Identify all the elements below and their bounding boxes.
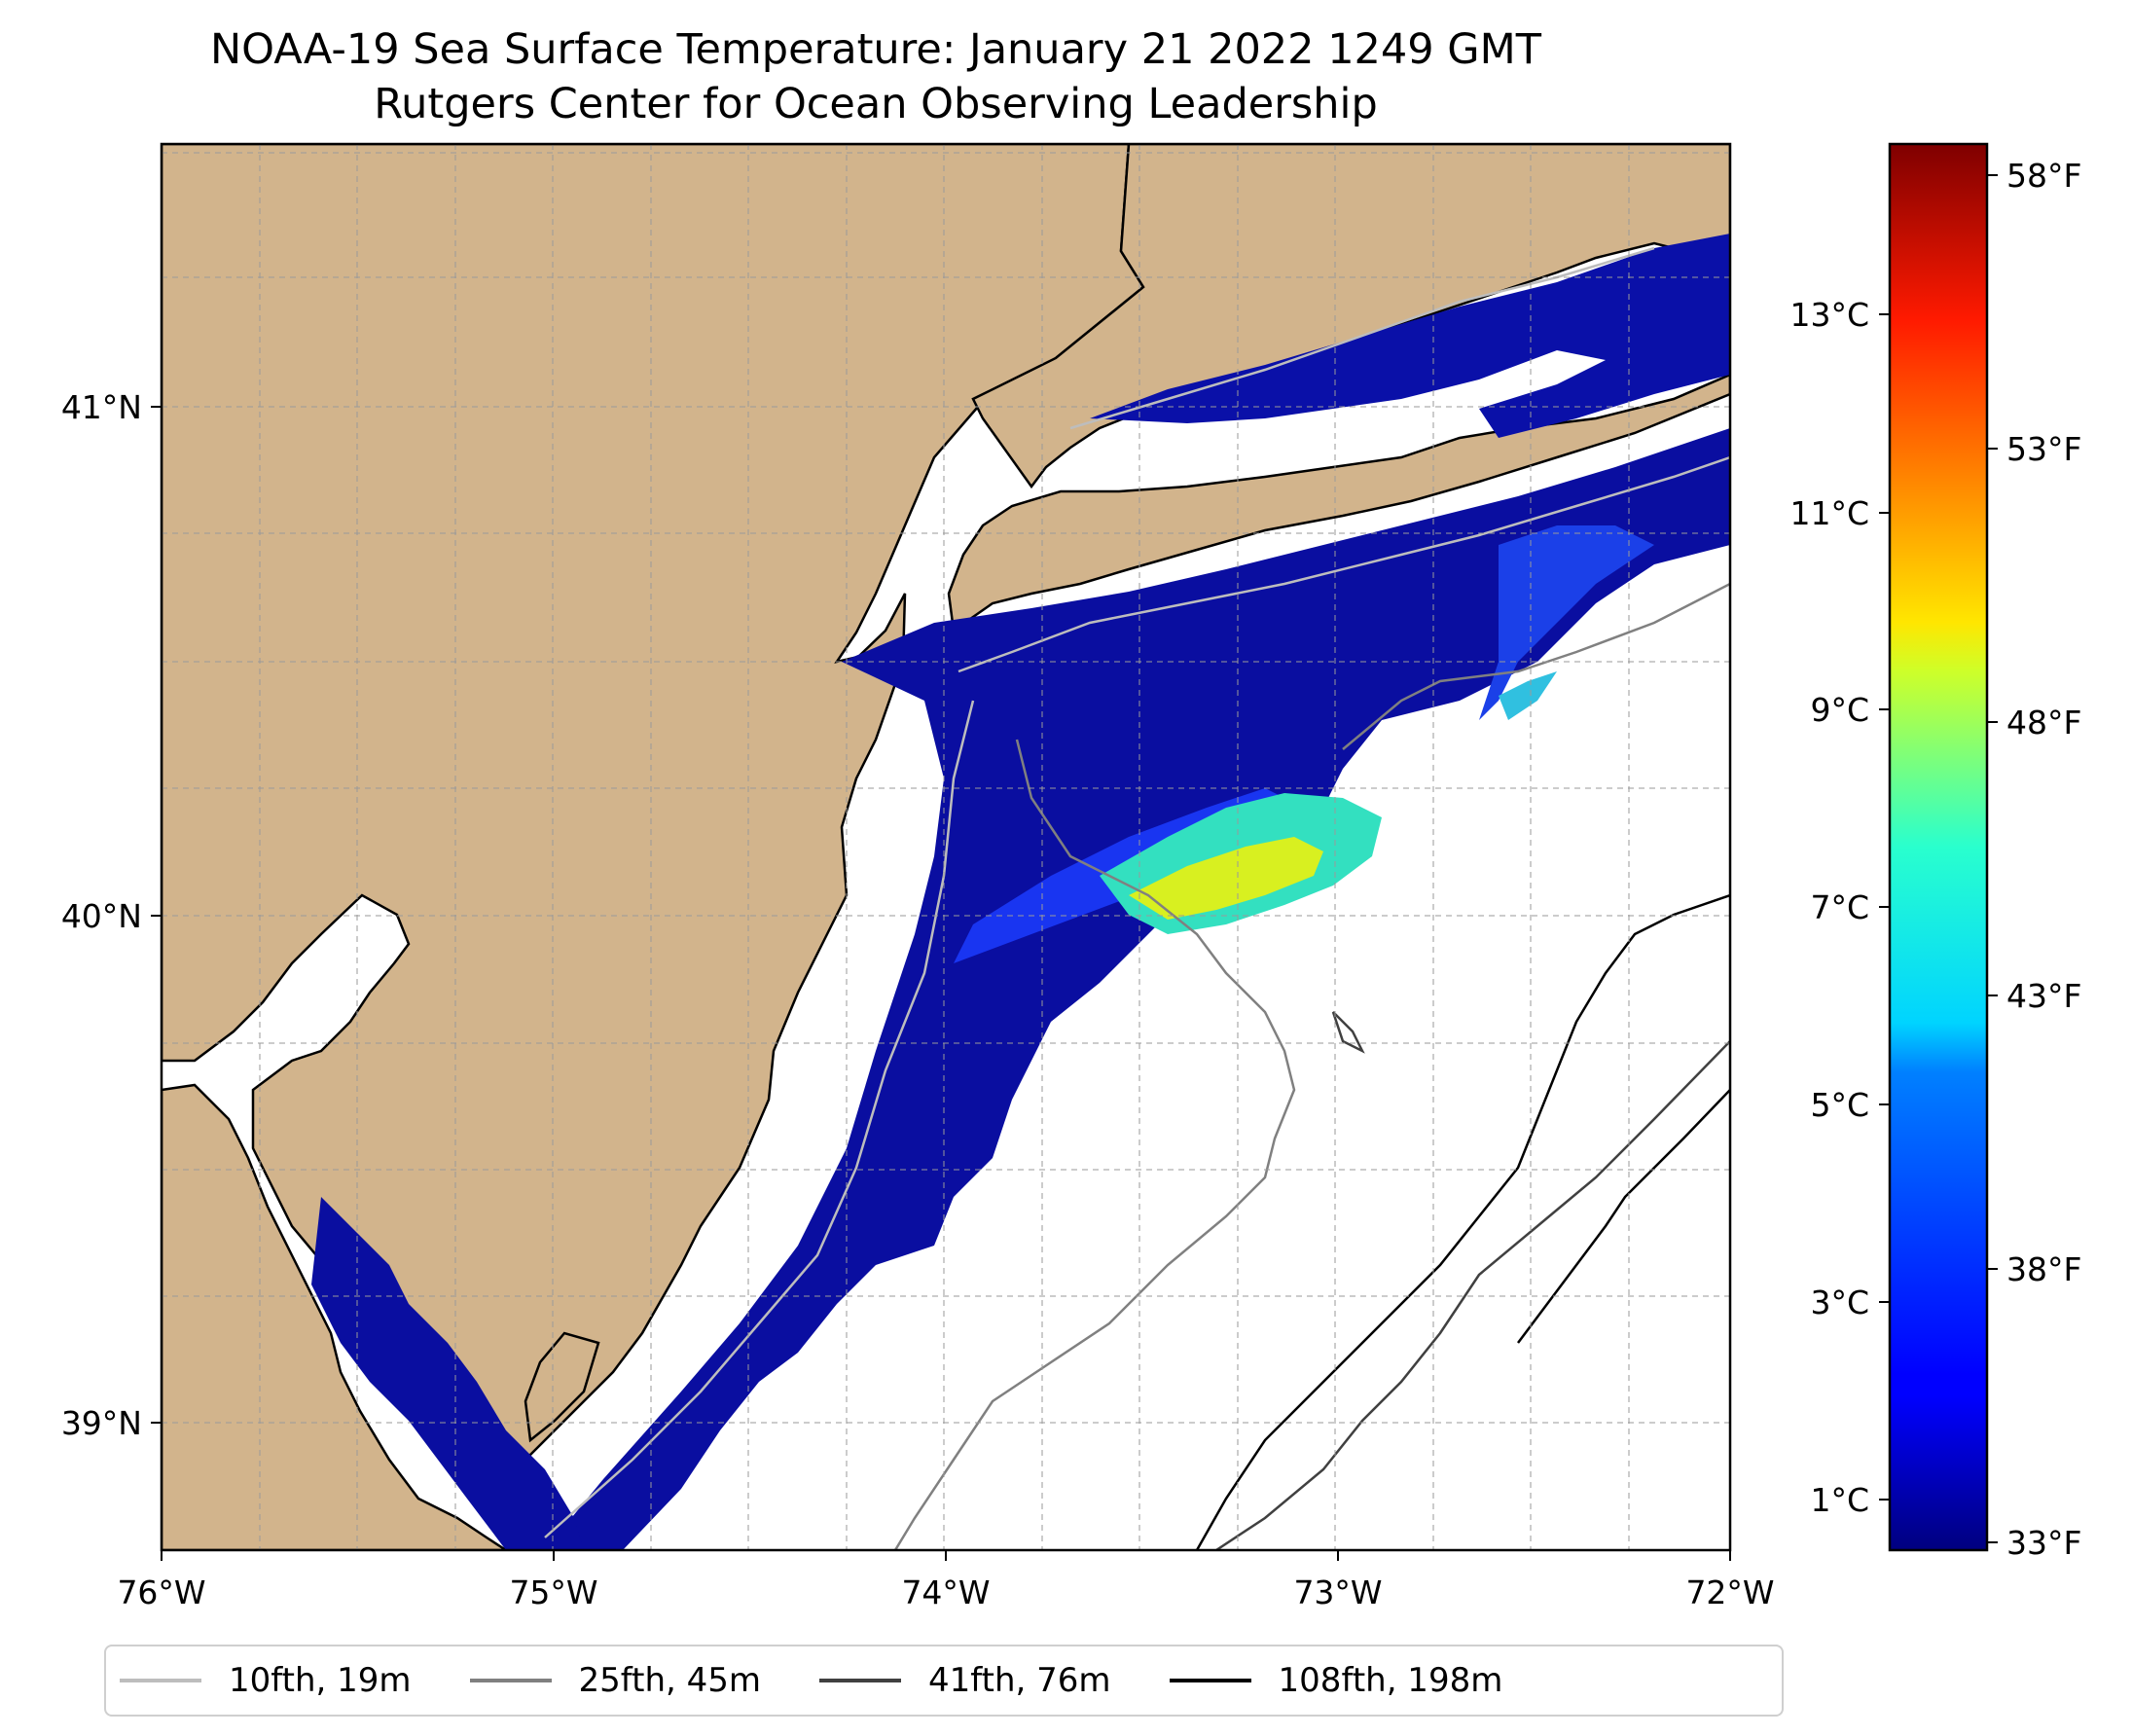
sst-cold-band-sound xyxy=(1090,234,1730,438)
sst-map-figure: 76°W 75°W 74°W 73°W 72°W 41°N 40°N 39°N … xyxy=(61,142,2081,1611)
land-cape-may xyxy=(524,1331,600,1443)
colorbar-fahrenheit-label: 33°F xyxy=(2006,1524,2081,1562)
isobath-legend: 10fth, 19m 25fth, 45m 41fth, 76m 108fth,… xyxy=(104,1645,1784,1717)
lon-tick-label: 74°W xyxy=(901,1573,990,1611)
colorbar-fahrenheit-label: 38°F xyxy=(2006,1250,2081,1288)
colorbar-fahrenheit-label: 53°F xyxy=(2006,430,2081,468)
land-delaware-delmarva xyxy=(162,1083,509,1550)
colorbar-celsius-label: 11°C xyxy=(1789,494,1869,532)
chart-title-line2: Rutgers Center for Ocean Observing Leade… xyxy=(374,80,1378,128)
colorbar-fahrenheit-ticks xyxy=(1987,174,1998,1543)
map-panel xyxy=(162,144,1730,1550)
colorbar-celsius-label: 7°C xyxy=(1810,888,1869,926)
colorbar-celsius-label: 1°C xyxy=(1810,1481,1869,1519)
isobath-108fth xyxy=(1195,893,1730,1550)
legend-swatch-41fth xyxy=(819,1679,902,1682)
legend-item-10fth: 10fth, 19m xyxy=(120,1661,412,1700)
legend-item-41fth: 41fth, 76m xyxy=(819,1661,1111,1700)
lat-tick-label: 41°N xyxy=(61,388,142,426)
colorbar-celsius-label: 3°C xyxy=(1810,1284,1869,1321)
colorbar-fahrenheit-label: 48°F xyxy=(2006,704,2081,741)
colorbar-celsius-label: 5°C xyxy=(1810,1086,1869,1124)
legend-item-108fth: 108fth, 198m xyxy=(1169,1661,1503,1700)
isobath-25fth xyxy=(893,582,1730,1550)
colorbar-celsius-ticks xyxy=(1879,313,1890,1501)
colorbar-fahrenheit-label: 58°F xyxy=(2006,157,2081,195)
legend-label: 10fth, 19m xyxy=(229,1661,412,1700)
longitude-axis xyxy=(161,1550,1731,1561)
colorbar-fahrenheit-label: 43°F xyxy=(2006,977,2081,1015)
legend-label: 41fth, 76m xyxy=(928,1661,1111,1700)
colorbar xyxy=(1888,142,1989,1552)
legend-swatch-25fth xyxy=(469,1679,552,1682)
colorbar-celsius-label: 13°C xyxy=(1789,296,1869,334)
legend-swatch-10fth xyxy=(120,1679,201,1682)
lon-tick-label: 75°W xyxy=(509,1573,597,1611)
lat-tick-label: 40°N xyxy=(61,897,142,935)
legend-swatch-108fth xyxy=(1169,1679,1251,1682)
sst-delaware-bay xyxy=(311,1197,584,1550)
chart-title-line1: NOAA-19 Sea Surface Temperature: January… xyxy=(210,25,1541,74)
sst-cold-band-shelf xyxy=(545,428,1730,1550)
legend-item-25fth: 25fth, 45m xyxy=(469,1661,762,1700)
land-long-island xyxy=(947,373,1730,633)
lon-tick-label: 73°W xyxy=(1293,1573,1382,1611)
legend-label: 25fth, 45m xyxy=(578,1661,762,1700)
colorbar-celsius-label: 9°C xyxy=(1810,691,1869,729)
legend-label: 108fth, 198m xyxy=(1278,1661,1503,1700)
latitude-axis xyxy=(151,406,162,1424)
lat-tick-label: 39°N xyxy=(61,1404,142,1442)
isobath-41fth xyxy=(1215,1011,1730,1550)
lon-tick-label: 72°W xyxy=(1685,1573,1774,1611)
lon-tick-label: 76°W xyxy=(117,1573,205,1611)
sst-eastern-blue-patch xyxy=(1479,525,1654,720)
sst-warm-tongue-yellow xyxy=(1129,837,1323,920)
land-new-jersey-pa xyxy=(162,144,1145,1481)
sst-eastern-cyan-fringe xyxy=(1499,671,1557,720)
map-gridlines xyxy=(162,144,1730,1550)
